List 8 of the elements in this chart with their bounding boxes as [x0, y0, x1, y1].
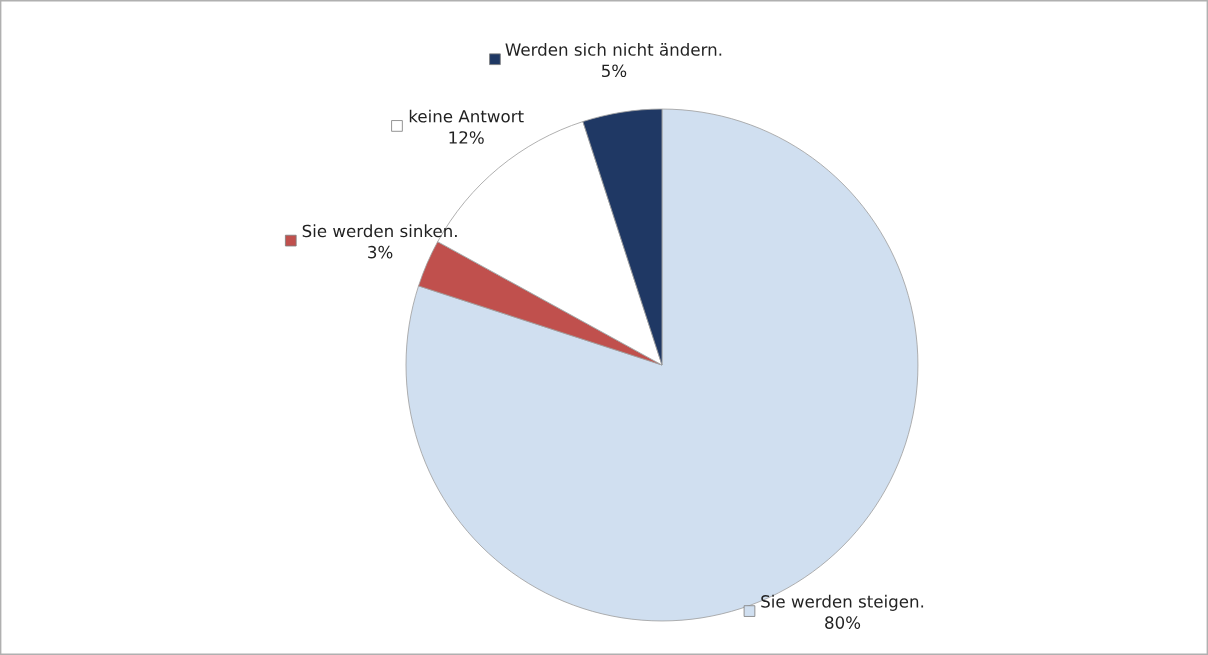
- slice-label: keine Antwort: [409, 109, 524, 123]
- legend-label: Sie werden steigen.: [761, 594, 924, 611]
- data-label: 12%: [449, 131, 484, 144]
- data-label: 3%: [368, 245, 393, 259]
- data-label: 80%: [825, 616, 861, 629]
- data-label: 5%: [601, 64, 627, 78]
- legend-label: Sie werden sinken.: [302, 224, 457, 238]
- legend-label: Werden sich nicht ändern.: [505, 42, 722, 56]
